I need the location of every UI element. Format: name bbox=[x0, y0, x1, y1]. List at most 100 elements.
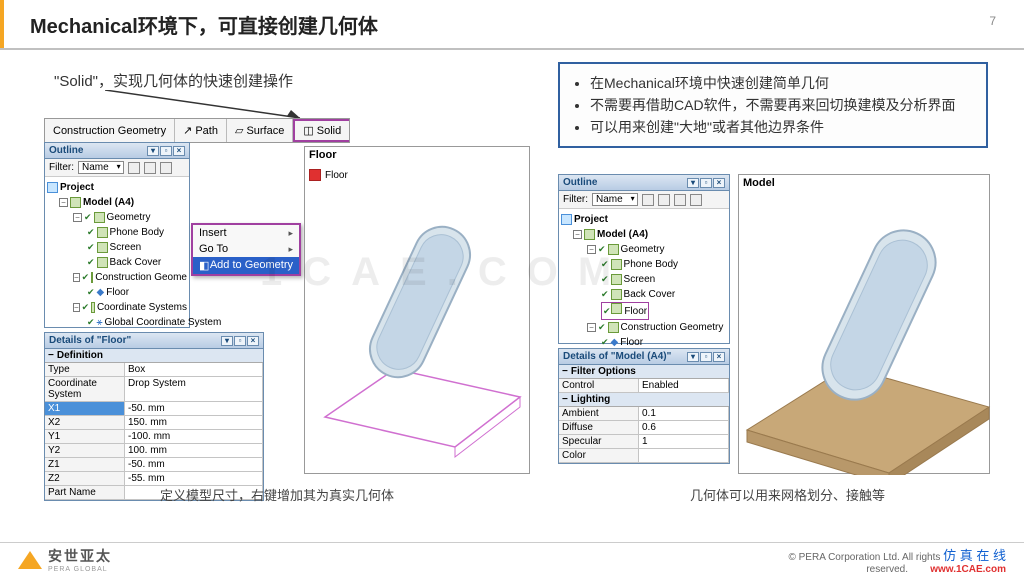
details-label: Coordinate System bbox=[45, 377, 125, 402]
filter-select[interactable]: Name bbox=[592, 193, 638, 206]
accent-bar bbox=[0, 0, 4, 48]
filter-row: Filter: Name bbox=[45, 159, 189, 177]
copyright: © PERA Corporation Ltd. All rights bbox=[788, 552, 940, 563]
menu-goto[interactable]: Go To bbox=[193, 241, 299, 257]
details-label: Y1 bbox=[45, 430, 125, 444]
tree-model[interactable]: Model (A4) bbox=[597, 227, 648, 242]
details-value[interactable]: 0.6 bbox=[639, 421, 729, 435]
tree-project[interactable]: Project bbox=[574, 212, 608, 227]
panel-header-buttons[interactable]: ▾▫× bbox=[146, 145, 185, 156]
tree-floor[interactable]: Floor bbox=[106, 285, 129, 300]
details-header: Details of "Floor" ▾▫× bbox=[45, 333, 263, 349]
tree-item[interactable]: Construction Geome bbox=[95, 270, 187, 285]
filter-select[interactable]: Name bbox=[78, 161, 124, 174]
bullet-item: 可以用来创建"大地"或者其他边界条件 bbox=[590, 116, 974, 138]
details-value[interactable]: Enabled bbox=[639, 379, 729, 393]
menu-add-to-geometry[interactable]: ◧ Add to Geometry bbox=[193, 257, 299, 274]
footer: 安世亚太 PERA GLOBAL © PERA Corporation Ltd.… bbox=[0, 542, 1024, 576]
details-label: Z1 bbox=[45, 458, 125, 472]
logo: 安世亚太 PERA GLOBAL bbox=[18, 546, 112, 573]
model-icon bbox=[70, 197, 81, 208]
details-label: Z2 bbox=[45, 472, 125, 486]
left-outline-panel: Outline ▾▫× Filter: Name Project − Model… bbox=[44, 142, 190, 328]
solid-caption: "Solid"，实现几何体的快速创建操作 bbox=[54, 70, 293, 91]
details-label: X1 bbox=[45, 402, 125, 416]
details-value[interactable]: -55. mm bbox=[125, 472, 263, 486]
details-label: Control bbox=[559, 379, 639, 393]
filter-icon[interactable] bbox=[642, 194, 654, 206]
body-icon bbox=[97, 257, 108, 268]
filter-icon[interactable] bbox=[144, 162, 156, 174]
details-label: Color bbox=[559, 449, 639, 463]
tree-item[interactable]: Screen bbox=[110, 240, 142, 255]
bullet-item: 在Mechanical环境中快速创建简单几何 bbox=[590, 72, 974, 94]
tree-item[interactable]: Back Cover bbox=[110, 255, 162, 270]
tree-item[interactable]: Geometry bbox=[621, 242, 665, 257]
context-menu: Insert Go To ◧ Add to Geometry bbox=[191, 223, 301, 276]
filter-icon[interactable] bbox=[690, 194, 702, 206]
details-label: Type bbox=[45, 363, 125, 377]
tree-item[interactable]: Phone Body bbox=[624, 257, 679, 272]
details-label: Part Name bbox=[45, 486, 125, 500]
tree-model[interactable]: Model (A4) bbox=[83, 195, 134, 210]
tree-geometry[interactable]: Geometry bbox=[107, 210, 151, 225]
outline-tree: Project − Model (A4) −✔ Geometry ✔ Phone… bbox=[45, 177, 189, 348]
filter-icon[interactable] bbox=[674, 194, 686, 206]
logo-icon bbox=[18, 551, 42, 569]
details-value[interactable]: 1 bbox=[639, 435, 729, 449]
brand-text: 仿 真 在 线 bbox=[943, 548, 1006, 563]
viewport-3d-right bbox=[739, 175, 991, 475]
left-caption: 定义模型尺寸，右键增加其为真实几何体 bbox=[160, 485, 394, 504]
tree-item[interactable]: Screen bbox=[624, 272, 656, 287]
menu-insert[interactable]: Insert bbox=[193, 225, 299, 241]
filter-icon[interactable] bbox=[658, 194, 670, 206]
bullet-item: 不需要再借助CAD软件，不需要再来回切换建模及分析界面 bbox=[590, 94, 974, 116]
details-label: Y2 bbox=[45, 444, 125, 458]
site-link[interactable]: www.1CAE.com bbox=[930, 564, 1006, 575]
right-viewport[interactable]: Model bbox=[738, 174, 990, 474]
solid-button[interactable]: ◫ Solid bbox=[293, 119, 349, 142]
page-number: 7 bbox=[989, 14, 996, 28]
left-details-panel: Details of "Floor" ▾▫× −Definition TypeB… bbox=[44, 332, 264, 501]
construction-icon bbox=[91, 272, 93, 283]
right-outline-panel: Outline ▾▫× Filter: Name Project − Model… bbox=[558, 174, 730, 344]
geometry-toolbar: Construction Geometry ↗ Path ▱ Surface ◫… bbox=[44, 118, 350, 143]
path-button[interactable]: ↗ Path bbox=[175, 119, 227, 142]
details-value[interactable]: -100. mm bbox=[125, 430, 263, 444]
body-icon bbox=[97, 227, 108, 238]
details-value[interactable]: 100. mm bbox=[125, 444, 263, 458]
details-label: X2 bbox=[45, 416, 125, 430]
tree-item[interactable]: Construction Geometry bbox=[621, 320, 724, 335]
project-icon bbox=[47, 182, 58, 193]
tree-item[interactable]: Coordinate Systems bbox=[97, 300, 187, 315]
outline-header: Outline ▾▫× bbox=[45, 143, 189, 159]
tree-item[interactable]: Phone Body bbox=[110, 225, 165, 240]
body-icon bbox=[97, 242, 108, 253]
right-details-panel: Details of "Model (A4)" ▾▫× −Filter Opti… bbox=[558, 348, 730, 464]
details-value[interactable]: 0.1 bbox=[639, 407, 729, 421]
details-label: Diffuse bbox=[559, 421, 639, 435]
viewport-3d-left bbox=[305, 147, 531, 475]
right-caption: 几何体可以用来网格划分、接触等 bbox=[690, 485, 885, 504]
filter-icon[interactable] bbox=[128, 162, 140, 174]
page-title: Mechanical环境下，可直接创建几何体 bbox=[30, 10, 994, 39]
callout-arrow bbox=[105, 90, 305, 120]
details-value[interactable]: 150. mm bbox=[125, 416, 263, 430]
details-label: Specular bbox=[559, 435, 639, 449]
construction-geometry-button[interactable]: Construction Geometry bbox=[45, 119, 175, 142]
tree-item[interactable]: Back Cover bbox=[624, 287, 676, 302]
details-value[interactable] bbox=[639, 449, 729, 463]
details-value[interactable]: -50. mm bbox=[125, 402, 263, 416]
details-label: Ambient bbox=[559, 407, 639, 421]
details-value[interactable]: Drop System bbox=[125, 377, 263, 402]
tree-floor-highlighted[interactable]: ✔ Floor bbox=[601, 302, 649, 320]
details-value[interactable]: -50. mm bbox=[125, 458, 263, 472]
surface-button[interactable]: ▱ Surface bbox=[227, 119, 293, 142]
left-viewport[interactable]: Floor Floor bbox=[304, 146, 530, 474]
details-value[interactable]: Box bbox=[125, 363, 263, 377]
feature-bullets: 在Mechanical环境中快速创建简单几何 不需要再借助CAD软件，不需要再来… bbox=[558, 62, 988, 148]
filter-icon[interactable] bbox=[160, 162, 172, 174]
geometry-icon bbox=[94, 212, 105, 223]
tree-item[interactable]: Global Coordinate System bbox=[105, 315, 222, 330]
coord-icon bbox=[91, 302, 95, 313]
